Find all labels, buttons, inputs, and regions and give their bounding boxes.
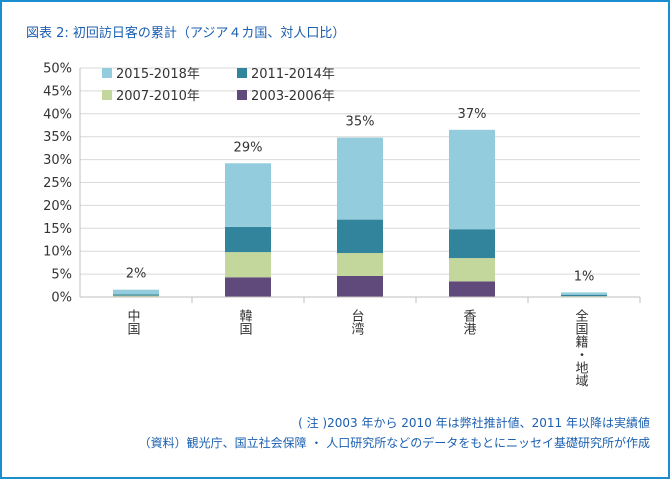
bar-total-label: 2% [126,267,147,282]
y-tick-label: 15% [43,222,72,237]
bar-total-label: 29% [234,140,263,155]
bar-segment [449,258,495,282]
chart-title: 図表 2: 初回訪日客の累計（アジア４カ国、対人口比） [26,26,346,41]
legend-label: 2011-2014年 [251,67,335,82]
y-tick-label: 30% [43,153,72,168]
legend-swatch [102,90,112,100]
legend-swatch [237,68,247,78]
bar-segment [225,252,271,278]
y-tick-label: 5% [51,268,72,283]
y-tick-label: 25% [43,176,72,191]
legend-swatch [102,68,112,78]
y-tick-label: 50% [43,62,72,77]
x-category-label: 韓国 [237,309,253,335]
y-tick-label: 20% [43,199,72,214]
x-category-label: 全国籍・地域 [573,308,589,387]
bar-segment [561,292,607,295]
bar-segment [113,294,159,296]
bar-total-label: 35% [346,115,375,130]
bar-segment [225,226,271,253]
y-tick-label: 45% [43,84,72,99]
bar-segment [337,219,383,254]
y-tick-label: 35% [43,130,72,145]
y-tick-label: 40% [43,107,72,122]
bar-segment [225,277,271,297]
bar-segment [449,129,495,230]
x-category-label: 中国 [125,309,140,335]
y-tick-label: 0% [51,291,72,306]
x-category-label: 台湾 [349,309,365,335]
bar-segment [113,289,159,295]
legend-label: 2007-2010年 [116,89,200,104]
chart-note: ( 注 )2003 年から 2010 年は弊社推計値、2011 年以降は実績値 [298,416,650,430]
legend-swatch [237,90,247,100]
y-tick-label: 10% [43,245,72,260]
bar-total-label: 1% [574,269,595,284]
bar-segment [337,137,383,220]
legend-label: 2015-2018年 [116,67,200,82]
bar-segment [225,163,271,227]
bar-total-label: 37% [458,107,487,122]
bar-segment [561,294,607,297]
x-category-label: 香港 [461,309,477,335]
bar-segment [113,295,159,297]
bar-segment [449,229,495,259]
bar-segment [337,275,383,297]
bar-segment [337,253,383,276]
chart-source: （資料）観光庁、国立社会保障 ・ 人口研究所などのデータをもとにニッセイ基礎研究… [138,436,650,450]
bar-segment [449,281,495,297]
legend-label: 2003-2006年 [251,89,335,104]
